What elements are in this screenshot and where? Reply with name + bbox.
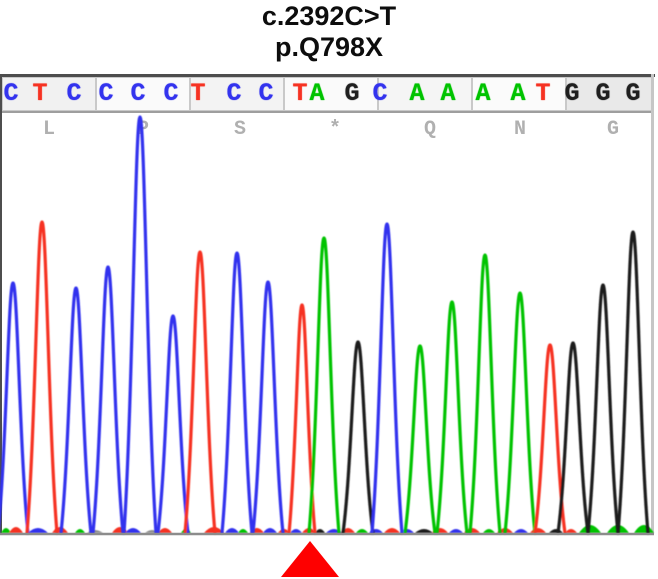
noise-bump (1, 528, 11, 533)
noise-bump (400, 529, 414, 533)
trace-peaks (0, 115, 650, 535)
noise-bump (315, 529, 325, 533)
noise-bump (549, 529, 563, 533)
noise-bump (449, 529, 463, 533)
noise-bump (52, 527, 68, 533)
trace-peak-t (287, 303, 317, 535)
baseline-noise (1, 525, 654, 533)
noise-bump (263, 528, 277, 533)
noise-bump (530, 528, 546, 533)
noise-bump (112, 527, 128, 533)
noise-bump (204, 527, 224, 533)
trace-peak-c (251, 280, 285, 535)
codon-box (378, 77, 472, 111)
trace-peak-c (122, 115, 158, 535)
panel-border-right (651, 74, 654, 535)
noise-bump (145, 530, 159, 533)
amino-acid-letter: N (513, 118, 527, 141)
noise-bump (290, 529, 302, 533)
trace-peak-c (0, 281, 30, 535)
noise-bump (158, 528, 172, 533)
codon-box (472, 77, 566, 111)
noise-bump (75, 529, 85, 533)
noise-bump (125, 528, 141, 533)
trace-peak-g (556, 341, 590, 535)
noise-bump (250, 528, 264, 533)
codon-box (566, 77, 651, 111)
noise-bump (483, 529, 495, 533)
row-separator (2, 111, 651, 113)
title-cdna-variant: c.2392C>T (261, 1, 397, 31)
trace-peak-t (183, 250, 217, 535)
trace-peak-c (370, 222, 404, 535)
trace-peak-t (533, 343, 567, 535)
trace-peak-c (91, 265, 125, 535)
trace-peak-g (586, 283, 620, 535)
noise-bump (225, 528, 239, 533)
noise-bump (369, 529, 383, 533)
noise-bump (497, 528, 513, 533)
noise-bump (238, 529, 248, 533)
noise-bump (514, 529, 528, 533)
noise-bump (432, 528, 448, 533)
codon-box (2, 77, 96, 111)
noise-bump (341, 528, 355, 533)
amino-acid-row: L P S * Q N G (0, 116, 658, 144)
codon-box (96, 77, 190, 111)
noise-bump (415, 529, 433, 533)
trace-peak-t (25, 220, 59, 535)
noise-bump (356, 529, 368, 533)
noise-bump (9, 527, 23, 533)
amino-acid-letter: P (136, 118, 150, 141)
noise-bump (464, 528, 480, 533)
panel-border-left (0, 74, 2, 535)
trace-peak-a (435, 300, 469, 535)
noise-bump (384, 528, 400, 533)
amino-acid-letter: Q (423, 118, 437, 141)
noise-bump (181, 529, 191, 533)
codon-box (284, 77, 378, 111)
trace-peak-a (468, 253, 502, 535)
amino-acid-letter: G (606, 118, 620, 141)
trace-peak-c (156, 314, 190, 535)
noise-bump (565, 529, 577, 533)
trace-peak-g (616, 230, 650, 535)
trace-peak-g (341, 340, 375, 535)
trace-peak-c (59, 286, 93, 535)
trace-peak-a (503, 291, 537, 535)
noise-bump (579, 525, 601, 533)
trace-peak-a (403, 344, 437, 535)
title-protein-variant: p.Q798X (274, 32, 384, 62)
trace-peak-c (220, 251, 254, 535)
noise-bump (326, 529, 342, 533)
trace-peak-a (307, 236, 341, 535)
noise-bump (278, 529, 290, 533)
noise-bump (28, 528, 48, 533)
base-call-row (2, 77, 651, 111)
amino-acid-letter: * (328, 118, 342, 141)
panel-border-top (0, 74, 655, 77)
noise-bump (302, 528, 316, 533)
amino-acid-letter: L (42, 118, 56, 141)
noise-bump (87, 530, 103, 533)
amino-acid-letter: S (233, 118, 247, 141)
mutation-arrow (281, 541, 339, 577)
codon-box (190, 77, 284, 111)
noise-bump (607, 525, 629, 533)
